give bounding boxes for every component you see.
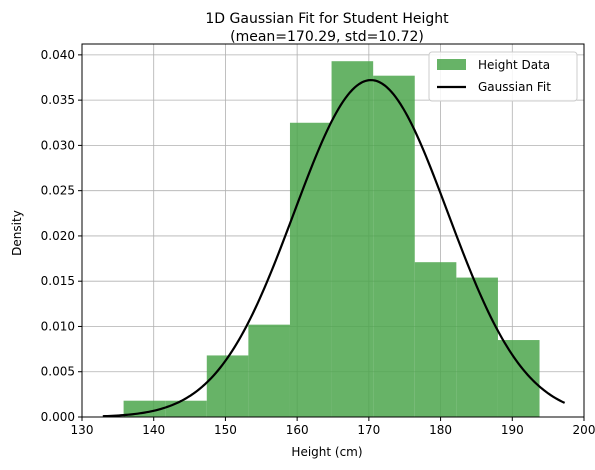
histogram-bar (123, 400, 166, 417)
y-tick-label: 0.025 (41, 184, 75, 198)
x-axis-ticks: 130 140 150 160 170 180 190 200 (71, 417, 595, 437)
x-tick-label: 180 (429, 423, 452, 437)
y-tick-label: 0.040 (41, 48, 75, 62)
histogram-bar (248, 324, 290, 417)
y-tick-label: 0.035 (41, 93, 75, 107)
gaussian-fit-line (102, 78, 566, 418)
legend: Height Data Gaussian Fit (428, 51, 578, 102)
y-axis-label: Density (10, 210, 24, 256)
plot-frame (81, 43, 585, 418)
histogram-bar (331, 61, 374, 418)
x-tick-label: 170 (357, 423, 380, 437)
chart-title: 1D Gaussian Fit for Student Height (205, 11, 449, 27)
legend-label-fit: Gaussian Fit (478, 80, 551, 94)
y-tick-label: 0.030 (41, 138, 75, 152)
histogram-bar (373, 75, 415, 417)
y-tick-label: 0.020 (41, 229, 75, 243)
histogram-bar (414, 262, 457, 417)
legend-swatch-histogram (437, 59, 466, 70)
histogram-bar (206, 355, 249, 417)
y-tick-label: 0.000 (41, 410, 75, 424)
x-tick-label: 140 (142, 423, 165, 437)
x-tick-label: 130 (71, 423, 94, 437)
x-tick-label: 160 (286, 423, 309, 437)
x-tick-label: 150 (214, 423, 237, 437)
y-tick-label: 0.015 (41, 274, 75, 288)
y-tick-label: 0.005 (41, 365, 75, 379)
histogram-bar (165, 400, 207, 417)
legend-label-histogram: Height Data (478, 58, 550, 72)
histogram-bar (497, 340, 540, 417)
x-tick-label: 200 (573, 423, 595, 437)
y-axis-ticks: 0.000 0.005 0.010 0.015 0.020 0.025 0.030 0.035… (41, 48, 82, 424)
x-axis-label: Height (cm) (291, 445, 362, 459)
gaussian-fit (102, 78, 566, 418)
x-tick-label: 190 (501, 423, 524, 437)
y-tick-label: 0.010 (41, 319, 75, 333)
chart-subtitle: (mean=170.29, std=10.72) (230, 29, 424, 45)
histogram-bar (456, 277, 498, 417)
